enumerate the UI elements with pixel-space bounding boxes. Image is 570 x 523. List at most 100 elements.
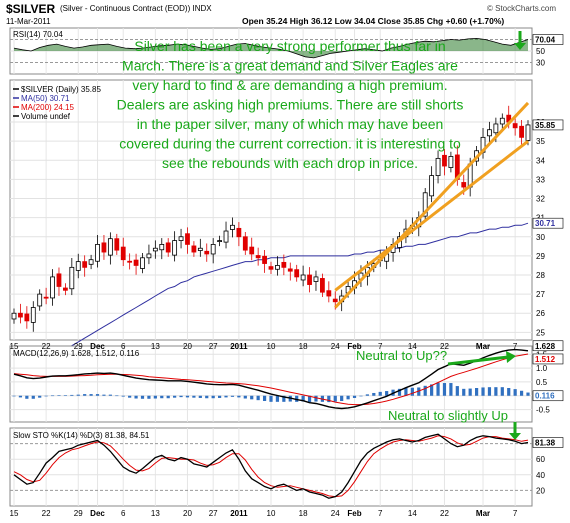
rsi-label: RSI(14) 70.04 [13, 30, 63, 39]
candle [319, 278, 325, 293]
candle [24, 313, 30, 322]
histogram-bar [211, 395, 215, 399]
stochastic-annotation: Neutral to slightly Up [388, 408, 508, 423]
x-tick-label: 7 [378, 342, 383, 351]
histogram-bar [404, 388, 408, 396]
value-tag [532, 217, 564, 229]
histogram-bar [63, 395, 67, 396]
y-tick-label: 1.0 [536, 364, 548, 373]
annotation-text: very hard to find & are demanding a high… [132, 77, 447, 93]
histogram-bar [160, 395, 164, 399]
candle [326, 290, 332, 297]
candle [191, 245, 197, 253]
watermark: © StockCharts.com [487, 4, 557, 13]
value-tag-label: 30.71 [535, 219, 556, 228]
value-tag [532, 390, 564, 402]
x-tick-label: 10 [267, 342, 276, 351]
candle [18, 312, 23, 318]
candle [435, 157, 441, 176]
y-tick-label: 28 [536, 271, 545, 280]
x-tick-label: 20 [183, 509, 192, 518]
histogram-bar [250, 395, 254, 400]
histogram-bar [224, 395, 228, 398]
candle [11, 312, 17, 320]
macd-annotation: Neutral to Up?? [356, 348, 447, 363]
x-tick-label: 14 [408, 342, 417, 351]
candle [448, 156, 454, 168]
histogram-bar [256, 395, 260, 401]
candle [197, 247, 203, 251]
candle [332, 298, 338, 303]
y-tick-label: 34 [536, 156, 545, 165]
legend-entry: MA(200) 24.15 [21, 103, 74, 112]
annotation-text: see the rebounds with each drop in price… [162, 155, 418, 171]
value-tag [532, 340, 564, 352]
candle [499, 117, 505, 125]
candle [461, 182, 467, 188]
histogram-bar [423, 385, 427, 396]
histogram-bar [346, 395, 350, 400]
candle [204, 250, 210, 255]
legend-entry: $SILVER (Daily) 35.85 [21, 85, 101, 94]
histogram-bar [442, 383, 447, 396]
x-tick-label: 18 [299, 342, 308, 351]
histogram-bar [218, 395, 222, 398]
histogram-bar [365, 394, 369, 396]
histogram-bar [18, 395, 23, 398]
histogram-bar [359, 395, 363, 397]
candle [159, 244, 165, 251]
y-tick-label: 32 [536, 195, 545, 204]
candle [525, 124, 531, 141]
candle [165, 242, 171, 253]
arrow-head-icon [514, 43, 526, 50]
x-tick-label: 13 [151, 509, 160, 518]
candle [30, 307, 36, 323]
histogram-bar [95, 394, 100, 396]
x-tick-label: 6 [121, 509, 126, 518]
value-tag [532, 119, 564, 131]
histogram-bar [449, 383, 453, 396]
y-tick-label: 33 [536, 175, 545, 184]
histogram-bar [282, 395, 286, 402]
histogram-bar [314, 395, 318, 402]
histogram-bar [38, 395, 42, 398]
x-tick-label: Feb [347, 509, 361, 518]
histogram-bar [468, 388, 472, 396]
candle [262, 255, 267, 264]
candle [127, 260, 133, 263]
annotation-text: Silver has been a very strong performer … [134, 38, 445, 54]
histogram-bar [275, 395, 280, 402]
y-tick-label: 60 [536, 455, 545, 464]
candle [140, 257, 145, 269]
x-tick-label: Feb [347, 342, 361, 351]
histogram-bar [83, 394, 87, 396]
value-tag-label: 1.628 [535, 342, 556, 351]
ma50-line [13, 222, 529, 379]
histogram-bar [462, 388, 466, 396]
x-tick-label: 6 [121, 342, 126, 351]
x-tick-label: 18 [299, 509, 308, 518]
histogram-bar [179, 395, 183, 398]
x-tick-label: 27 [209, 342, 218, 351]
x-tick-label: 7 [513, 509, 518, 518]
arrow-head-icon [506, 351, 516, 363]
histogram-bar [397, 388, 402, 396]
x-tick-label: 15 [10, 509, 19, 518]
x-tick-label: Mar [476, 509, 490, 518]
candle [172, 240, 178, 256]
annotation-text: Dealers are asking high premiums. There … [117, 97, 464, 113]
candle [88, 259, 94, 265]
histogram-bar [500, 387, 504, 396]
histogram-bar [12, 395, 16, 397]
histogram-bar [50, 395, 55, 397]
histogram-bar [198, 395, 202, 398]
x-tick-label: 15 [10, 342, 19, 351]
candle [287, 268, 293, 272]
candle [422, 192, 428, 217]
x-tick-label: 2011 [230, 509, 248, 518]
arrow-icon [447, 355, 509, 366]
histogram-bar [140, 395, 145, 399]
